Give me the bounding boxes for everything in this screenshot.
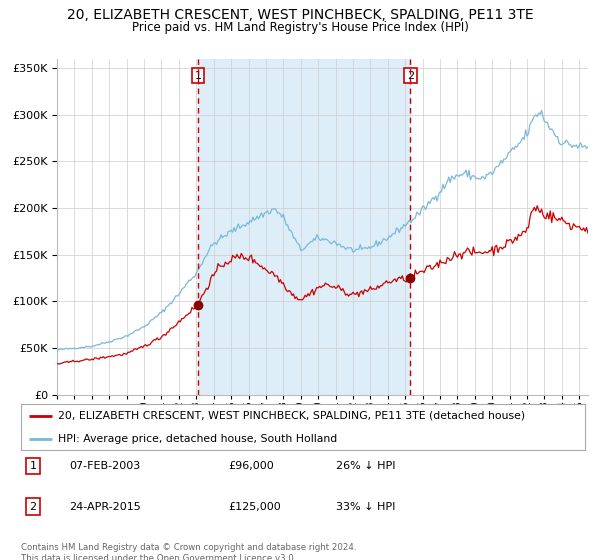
Text: 07-FEB-2003: 07-FEB-2003 xyxy=(69,461,140,471)
Text: 1: 1 xyxy=(29,461,37,471)
Text: 2: 2 xyxy=(407,71,414,81)
Text: HPI: Average price, detached house, South Holland: HPI: Average price, detached house, Sout… xyxy=(58,434,337,444)
Bar xyxy=(198,59,410,395)
Text: 26% ↓ HPI: 26% ↓ HPI xyxy=(336,461,395,471)
Text: 24-APR-2015: 24-APR-2015 xyxy=(69,502,141,512)
Text: Price paid vs. HM Land Registry's House Price Index (HPI): Price paid vs. HM Land Registry's House … xyxy=(131,21,469,34)
Text: 33% ↓ HPI: 33% ↓ HPI xyxy=(336,502,395,512)
Text: £125,000: £125,000 xyxy=(228,502,281,512)
Text: 1: 1 xyxy=(194,71,202,81)
Text: 20, ELIZABETH CRESCENT, WEST PINCHBECK, SPALDING, PE11 3TE (detached house): 20, ELIZABETH CRESCENT, WEST PINCHBECK, … xyxy=(58,411,525,421)
Text: £96,000: £96,000 xyxy=(228,461,274,471)
Text: 20, ELIZABETH CRESCENT, WEST PINCHBECK, SPALDING, PE11 3TE: 20, ELIZABETH CRESCENT, WEST PINCHBECK, … xyxy=(67,8,533,22)
Text: Contains HM Land Registry data © Crown copyright and database right 2024.
This d: Contains HM Land Registry data © Crown c… xyxy=(21,543,356,560)
Text: 2: 2 xyxy=(29,502,37,512)
